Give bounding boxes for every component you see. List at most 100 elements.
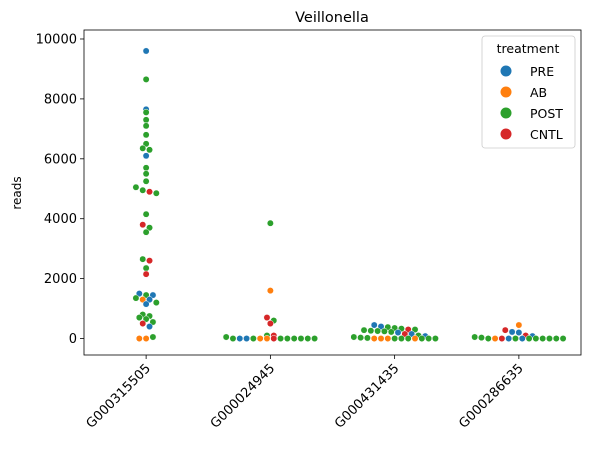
legend-marker bbox=[500, 86, 512, 98]
data-point-post bbox=[142, 228, 150, 236]
data-points bbox=[132, 47, 567, 342]
data-point-post bbox=[552, 335, 560, 342]
data-point-post bbox=[142, 108, 150, 116]
data-point-pre bbox=[515, 329, 523, 336]
data-point-post bbox=[304, 335, 312, 342]
data-point-post bbox=[139, 186, 147, 194]
data-point-cntl bbox=[498, 335, 506, 342]
data-point-post bbox=[297, 335, 305, 342]
data-point-pre bbox=[370, 321, 378, 329]
data-point-cntl bbox=[266, 320, 274, 327]
data-point-cntl bbox=[146, 257, 153, 265]
data-point-post bbox=[139, 144, 147, 152]
x-tick-label: G000024945 bbox=[208, 361, 278, 431]
legend-label: CNTL bbox=[530, 127, 563, 142]
data-point-cntl bbox=[139, 320, 147, 327]
data-point-cntl bbox=[142, 270, 150, 278]
data-point-post bbox=[146, 146, 153, 154]
data-point-post bbox=[142, 116, 150, 124]
data-point-post bbox=[360, 326, 368, 334]
data-point-pre bbox=[146, 323, 153, 330]
x-tick-label: G000286635 bbox=[456, 361, 526, 431]
x-axis: G000315505 G000024945 G000431435 G000286635 bbox=[84, 355, 527, 432]
data-point-pre bbox=[236, 335, 244, 342]
data-point-ab bbox=[263, 335, 271, 342]
y-tick-label: 4000 bbox=[44, 212, 77, 227]
data-point-post bbox=[525, 335, 533, 342]
legend-marker bbox=[500, 107, 512, 119]
data-point-post bbox=[142, 122, 150, 130]
data-point-cntl bbox=[270, 335, 278, 342]
data-point-post bbox=[152, 299, 160, 307]
legend-marker bbox=[500, 128, 512, 140]
data-point-post bbox=[142, 75, 150, 83]
data-point-post bbox=[142, 177, 150, 185]
data-point-post bbox=[484, 335, 492, 342]
data-point-pre bbox=[394, 329, 402, 336]
data-point-ab bbox=[411, 335, 419, 342]
data-point-ab bbox=[142, 335, 150, 342]
legend-label: AB bbox=[530, 85, 547, 100]
data-point-post bbox=[142, 210, 150, 218]
data-point-post bbox=[431, 335, 439, 342]
data-point-pre bbox=[142, 300, 150, 308]
data-point-pre bbox=[505, 335, 513, 342]
data-point-post bbox=[559, 335, 567, 342]
data-point-ab bbox=[377, 335, 385, 342]
y-tick-label: 2000 bbox=[44, 272, 77, 287]
data-point-post bbox=[135, 314, 143, 322]
y-tick-label: 8000 bbox=[44, 92, 77, 107]
data-point-post bbox=[311, 335, 319, 342]
data-point-post bbox=[478, 334, 485, 342]
y-axis: 0 2000 4000 6000 8000 10000 bbox=[36, 32, 84, 347]
data-point-post bbox=[391, 335, 399, 342]
data-point-post bbox=[249, 335, 257, 342]
data-point-ab bbox=[515, 321, 523, 329]
data-point-ab bbox=[370, 335, 378, 342]
data-point-cntl bbox=[501, 326, 509, 334]
data-point-post bbox=[532, 335, 540, 342]
data-point-post bbox=[132, 183, 140, 191]
data-point-post bbox=[357, 334, 365, 342]
data-point-post bbox=[222, 333, 230, 341]
data-point-post bbox=[283, 335, 291, 342]
data-point-pre bbox=[142, 152, 150, 160]
y-axis-title: reads bbox=[10, 176, 24, 209]
data-point-post bbox=[132, 294, 140, 302]
data-point-ab bbox=[135, 335, 143, 342]
legend-title: treatment bbox=[497, 41, 560, 56]
data-point-post bbox=[512, 335, 519, 342]
data-point-cntl bbox=[139, 221, 147, 229]
data-point-post bbox=[229, 335, 237, 342]
data-point-post bbox=[380, 327, 388, 335]
data-point-cntl bbox=[146, 188, 153, 196]
data-point-post bbox=[387, 328, 395, 336]
data-point-post bbox=[425, 335, 433, 342]
legend: treatment PRE AB POST CNTL bbox=[481, 35, 576, 149]
legend-label: PRE bbox=[530, 64, 554, 79]
data-point-pre bbox=[243, 335, 251, 342]
data-point-post bbox=[374, 327, 382, 335]
data-point-ab bbox=[266, 287, 274, 295]
legend-frame bbox=[481, 35, 576, 149]
plot-frame bbox=[83, 29, 582, 356]
data-point-ab bbox=[384, 335, 392, 342]
data-point-post bbox=[142, 164, 150, 172]
data-point-post bbox=[418, 335, 426, 342]
legend-items: PRE AB POST CNTL bbox=[500, 64, 563, 142]
y-tick-label: 0 bbox=[69, 332, 77, 347]
data-point-post bbox=[139, 255, 147, 263]
data-point-post bbox=[266, 219, 274, 227]
data-point-post bbox=[404, 335, 412, 342]
y-tick-label: 10000 bbox=[36, 32, 77, 47]
y-tick-label: 6000 bbox=[44, 152, 77, 167]
data-point-ab bbox=[256, 335, 264, 342]
data-point-post bbox=[350, 333, 358, 341]
data-point-post bbox=[142, 131, 150, 139]
data-point-post bbox=[539, 335, 547, 342]
data-point-pre bbox=[142, 47, 150, 55]
x-tick-label: G000431435 bbox=[332, 361, 402, 431]
data-point-post bbox=[546, 335, 553, 342]
chart-title: Veillonella bbox=[295, 10, 369, 26]
data-point-post bbox=[142, 170, 150, 178]
